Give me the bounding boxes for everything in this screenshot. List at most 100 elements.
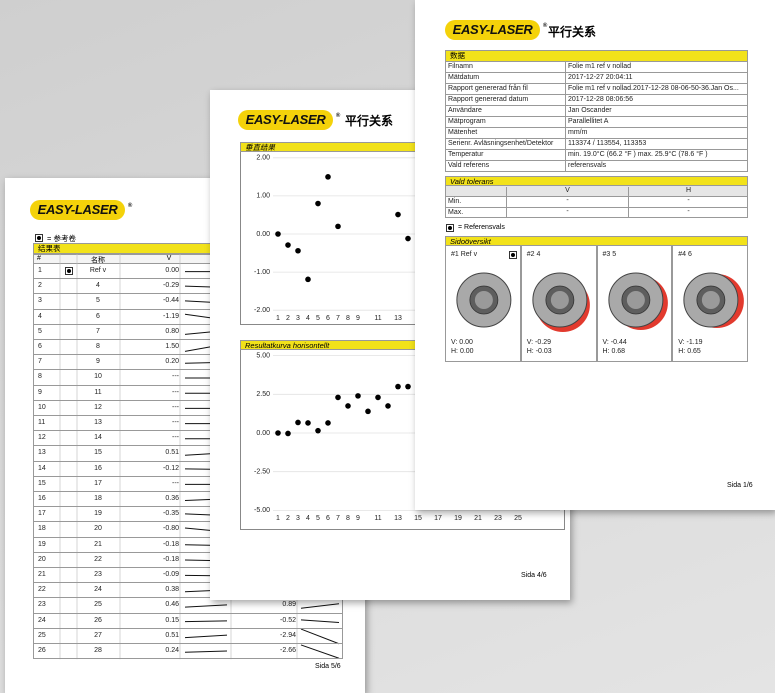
x-tick-label: 1 xyxy=(276,315,280,322)
reference-icon xyxy=(65,267,73,275)
table-row: 23 25 0.46 0.89 xyxy=(33,598,343,614)
row-number: 15 xyxy=(38,479,46,487)
row-name: 16 xyxy=(94,464,102,472)
data-point xyxy=(275,430,281,436)
reference-dot xyxy=(67,269,71,273)
table-row: 26 28 0.24 -2.66 xyxy=(33,644,343,660)
row-name: 14 xyxy=(94,434,102,442)
data-point xyxy=(305,420,311,426)
x-tick-label: 3 xyxy=(296,515,300,522)
row-number: 24 xyxy=(38,616,46,624)
tolerance-row: Min. - - xyxy=(445,197,748,208)
row-name: 12 xyxy=(94,403,102,411)
deviation-line xyxy=(300,628,340,645)
info-key: Användare xyxy=(446,106,566,116)
x-tick-label: 2 xyxy=(286,315,290,322)
row-v: --- xyxy=(172,388,179,396)
row-v: -0.18 xyxy=(163,555,179,563)
row-number: 13 xyxy=(38,449,46,457)
row-v: 1.50 xyxy=(165,343,179,350)
logo-mark: ® xyxy=(335,113,340,119)
data-point xyxy=(315,427,321,434)
y-tick-label: 5.00 xyxy=(256,352,270,359)
info-value: 2017-12-27 20:04:11 xyxy=(568,74,633,81)
data-point xyxy=(365,408,371,415)
row-v: 0.24 xyxy=(165,647,179,654)
row-name: 4 xyxy=(96,282,100,290)
data-point xyxy=(405,235,411,242)
row-name: 24 xyxy=(94,586,102,594)
info-row: Mätenhet mm/m xyxy=(445,128,748,139)
data-point xyxy=(285,430,291,437)
target-cell: #2 4 V: -0.29 H: -0.03 xyxy=(520,246,597,362)
page-number: Sida 4/6 xyxy=(521,572,547,579)
row-v: -0.35 xyxy=(163,510,179,518)
x-tick-label: 7 xyxy=(336,515,340,522)
row-v: --- xyxy=(172,373,179,381)
info-value: Folie m1 ref v nollad.2017-12-28 08-06-5… xyxy=(568,85,739,92)
y-tick-label: -5.00 xyxy=(254,507,270,514)
target-cell: #1 Ref v V: 0.00 H: 0.00 xyxy=(445,246,521,362)
x-tick-label: 6 xyxy=(326,515,330,522)
row-name: 15 xyxy=(94,449,102,457)
row-name: 20 xyxy=(94,525,102,533)
row-number: 1 xyxy=(38,267,42,274)
row-number: 6 xyxy=(38,343,42,350)
info-key: Temperatur xyxy=(446,150,566,160)
row-v: -1.19 xyxy=(163,312,179,320)
row-number: 22 xyxy=(38,586,46,594)
info-key: Serienr. Avläsningsenhet/Detektor xyxy=(446,139,566,149)
x-tick-label: 1 xyxy=(276,515,280,522)
data-point xyxy=(395,383,401,390)
info-value: Folie m1 ref v nollad xyxy=(568,63,632,70)
info-row: Temperatur min. 19.0°C (66.2 °F ) max. 25… xyxy=(445,150,748,161)
info-row: Användare Jan Oscander xyxy=(445,106,748,117)
reference-icon xyxy=(509,251,517,259)
logo-text: EASY-LASER xyxy=(245,112,326,127)
target-label: #4 6 xyxy=(678,251,692,258)
column-header: H xyxy=(628,187,748,196)
row-name: 11 xyxy=(94,388,102,396)
target-h: H: -0.03 xyxy=(526,348,552,355)
target-h: H: 0.00 xyxy=(451,348,474,355)
table-row: 25 27 0.51 -2.94 xyxy=(33,628,343,644)
deviation-line xyxy=(300,603,340,609)
row-v: 0.20 xyxy=(165,358,179,366)
target-center xyxy=(702,291,721,309)
row-h: -2.66 xyxy=(280,647,296,654)
target-center xyxy=(626,291,645,309)
info-key: Vald referens xyxy=(446,161,566,171)
info-key: Filnamn xyxy=(446,62,566,72)
x-tick-label: 21 xyxy=(474,515,482,522)
x-tick-label: 2 xyxy=(286,515,290,522)
row-v: 0.38 xyxy=(165,586,179,594)
x-tick-label: 8 xyxy=(346,315,350,322)
data-point xyxy=(285,242,291,248)
y-tick-label: -1.00 xyxy=(254,269,270,276)
legend-text: = 参考卷 xyxy=(47,234,76,243)
row-number: 19 xyxy=(38,540,46,548)
target-v: V: -1.19 xyxy=(678,339,703,346)
data-point xyxy=(295,419,301,426)
x-tick-label: 9 xyxy=(356,315,360,322)
data-point xyxy=(355,393,361,399)
target-h: H: 0.68 xyxy=(602,348,626,355)
row-number: 3 xyxy=(38,297,42,305)
deviation-line xyxy=(184,604,228,608)
data-point xyxy=(325,420,331,426)
data-point xyxy=(305,276,311,283)
deviation-line xyxy=(184,620,228,623)
row-name: 19 xyxy=(94,510,102,518)
info-row: Mätdatum 2017-12-27 20:04:11 xyxy=(445,73,748,84)
row-number: 12 xyxy=(38,434,46,442)
data-point xyxy=(405,383,411,390)
tolerance-row: Max. - - xyxy=(445,207,748,218)
info-value: 2017-12-28 08:06:56 xyxy=(568,96,633,103)
x-tick-label: 4 xyxy=(306,515,310,522)
row-name: 9 xyxy=(96,358,100,366)
column-header: 名称 xyxy=(91,257,105,264)
row-number: 25 xyxy=(38,631,46,639)
tolerance-h: - xyxy=(628,197,748,207)
deviation-line xyxy=(300,619,340,623)
